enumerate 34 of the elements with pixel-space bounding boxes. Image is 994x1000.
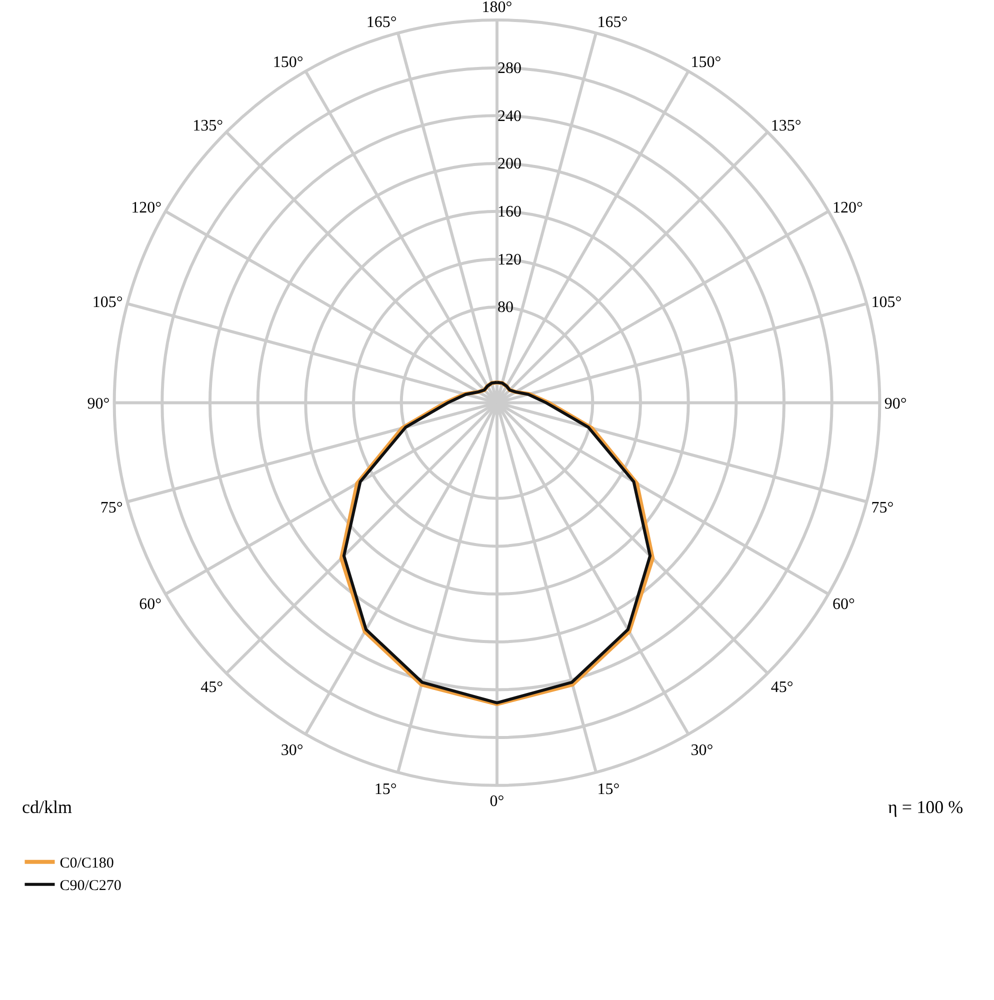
spoke-label: 135° xyxy=(192,117,224,134)
spoke-label: 165° xyxy=(366,14,397,31)
spoke-label: 15° xyxy=(597,780,620,798)
spoke-label: 45° xyxy=(770,678,794,696)
legend-label: C0/C180 xyxy=(60,856,114,872)
spoke-label: 45° xyxy=(200,678,224,696)
y-tick-label: 200 xyxy=(498,156,522,173)
spoke-label: 135° xyxy=(770,117,802,134)
text: η = 100 % xyxy=(888,797,964,817)
spoke-label: 30° xyxy=(280,742,304,759)
y-tick-label: 280 xyxy=(498,60,522,78)
spoke-label: 30° xyxy=(690,742,714,759)
spoke-label: 75° xyxy=(871,500,894,517)
spoke-label: 105° xyxy=(871,294,902,312)
legend-label: C90/C270 xyxy=(60,878,122,894)
spoke-label: 60° xyxy=(832,596,855,614)
spoke-label: 165° xyxy=(597,14,628,31)
y-tick-label: 80 xyxy=(498,299,514,316)
y-tick-label: 160 xyxy=(498,204,522,221)
spoke-label: 60° xyxy=(139,596,162,614)
spoke-label: 105° xyxy=(92,294,123,312)
spoke-label: 150° xyxy=(272,54,304,72)
y-tick-label: 240 xyxy=(498,108,522,125)
spoke-label: 0° xyxy=(490,793,504,810)
spoke-label: 75° xyxy=(100,500,123,517)
spoke-label: 120° xyxy=(131,199,162,216)
spoke-label: 120° xyxy=(832,199,863,216)
text: cd/klm xyxy=(22,797,72,817)
spoke-label: 180° xyxy=(482,0,512,16)
spoke-label: 90° xyxy=(87,395,110,412)
spoke-label: 15° xyxy=(374,780,397,798)
spoke-label: 90° xyxy=(884,395,907,412)
spoke-label: 150° xyxy=(690,54,722,72)
y-tick-label: 120 xyxy=(498,251,522,268)
